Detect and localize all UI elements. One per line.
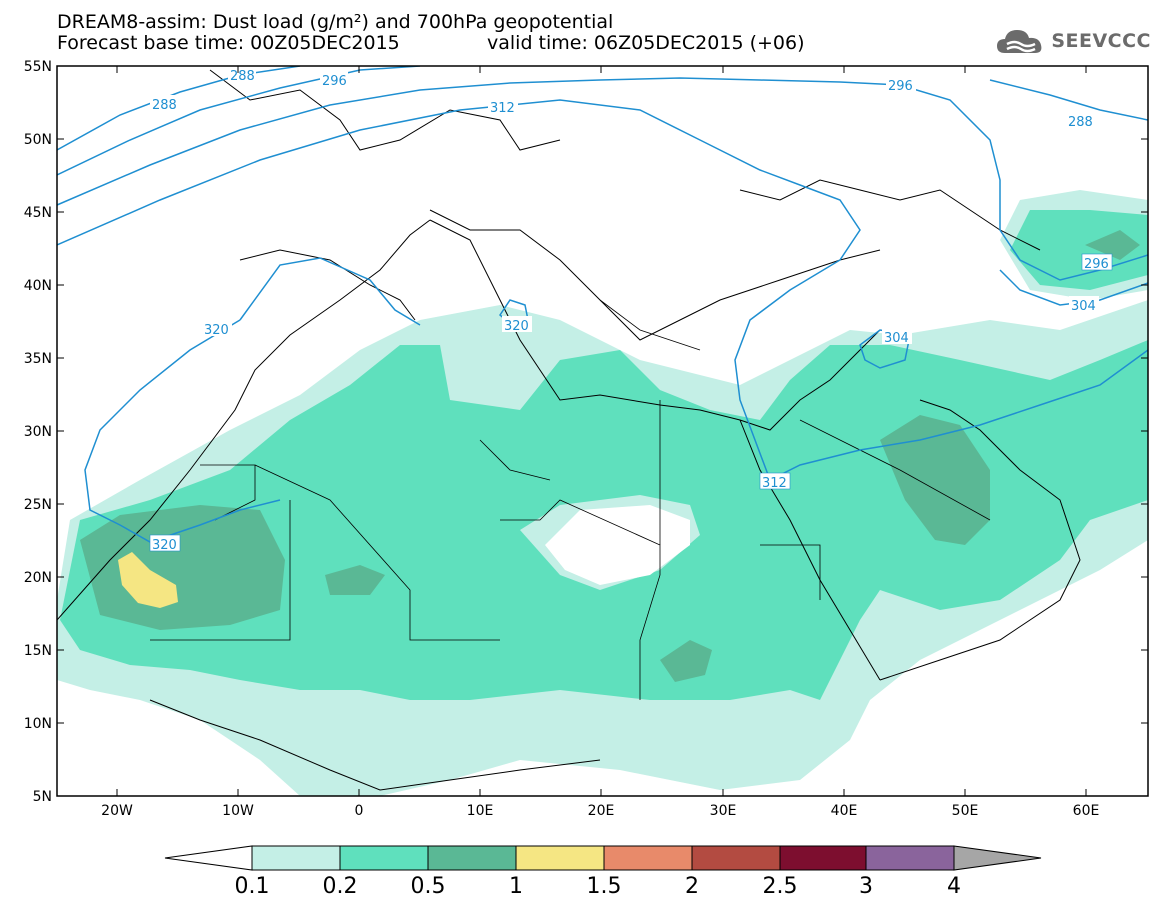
- lon-label: 10E: [467, 803, 494, 819]
- lat-label: 40N: [24, 278, 52, 294]
- contour-label: 288: [1068, 115, 1093, 130]
- lat-label: 20N: [24, 570, 52, 586]
- colorbar-segment: [427, 845, 517, 871]
- lon-label: 30E: [710, 803, 737, 819]
- dust-region-0.5-sahel: [325, 565, 385, 595]
- contour-labels: 288 288 296 296 288 312 320 320 296 304 …: [149, 66, 1113, 553]
- clear-area-sahara: [545, 505, 690, 585]
- colorbar-right-arrow: [953, 845, 1042, 871]
- dust-region-0.2-caspian: [1010, 210, 1148, 290]
- colorbar-segment: [779, 845, 867, 871]
- colorbar-tick-label: 1.5: [587, 874, 622, 899]
- colorbar-tick-label: 1: [509, 874, 523, 899]
- contour-label: 288: [152, 98, 177, 113]
- lat-label: 45N: [24, 205, 52, 221]
- dust-region-0.5-arabia: [880, 415, 990, 545]
- contour-label: 320: [504, 319, 529, 334]
- lat-label: 5N: [33, 789, 52, 805]
- lat-label: 35N: [24, 351, 52, 367]
- colorbar-segment: [251, 845, 341, 871]
- contour-label: 288: [230, 69, 255, 84]
- lon-label: 20W: [101, 803, 133, 819]
- lat-label: 55N: [24, 59, 52, 75]
- forecast-base-time: Forecast base time: 00Z05DEC2015: [57, 32, 400, 54]
- contour-label: 296: [1084, 257, 1109, 272]
- lat-label: 10N: [24, 716, 52, 732]
- lon-label: 0: [355, 803, 364, 819]
- colorbar-segment: [603, 845, 693, 871]
- valid-time: valid time: 06Z05DEC2015 (+06): [487, 32, 805, 54]
- colorbar-segment: [515, 845, 605, 871]
- map-title: DREAM8-assim: Dust load (g/m²) and 700hP…: [57, 11, 614, 33]
- contour-label: 304: [884, 331, 909, 346]
- coastlines: [57, 69, 1081, 791]
- dust-region-0.5-sudan: [660, 640, 712, 682]
- cloud-icon: [997, 30, 1042, 53]
- colorbar-tick-label: 4: [947, 874, 961, 899]
- lat-label: 30N: [24, 424, 52, 440]
- lon-label: 20E: [588, 803, 615, 819]
- logo-text: SEEVCCC: [1051, 30, 1151, 52]
- contour-label: 312: [762, 476, 787, 491]
- colorbar-tick-label: 2: [685, 874, 699, 899]
- colorbar-segment: [865, 845, 955, 871]
- lon-label: 10W: [222, 803, 254, 819]
- contour-label: 304: [1071, 299, 1096, 314]
- lon-label: 50E: [952, 803, 979, 819]
- lon-label: 40E: [831, 803, 858, 819]
- lon-axis: 20W 10W 0 10E 20E 30E 40E 50E 60E: [101, 66, 1099, 819]
- geopotential-contours: [57, 66, 1148, 543]
- colorbar-tick-label: 0.2: [323, 874, 358, 899]
- colorbar-tick-label: 2.5: [763, 874, 798, 899]
- dust-region-0.5-west: [80, 505, 285, 630]
- map-area: 288 288 296 296 288 312 320 320 296 304 …: [57, 66, 1148, 796]
- lat-label: 15N: [24, 643, 52, 659]
- dust-region-0.5-caspian: [1085, 230, 1140, 260]
- lat-label: 50N: [24, 132, 52, 148]
- lon-label: 60E: [1073, 803, 1100, 819]
- colorbar-segment: [339, 845, 429, 871]
- lat-axis: 55N 50N 45N 40N 35N 30N 25N 20N 15N 10N …: [24, 59, 1148, 805]
- country-borders: [150, 299, 991, 700]
- colorbar-left-arrow: [164, 845, 253, 871]
- lat-label: 25N: [24, 497, 52, 513]
- contour-label: 296: [322, 74, 347, 89]
- dust-region-1: [118, 552, 178, 608]
- colorbar-tick-label: 0.5: [411, 874, 446, 899]
- colorbar-tick-label: 0.1: [235, 874, 270, 899]
- seevccc-logo: SEEVCCC: [995, 26, 1151, 56]
- contour-label: 320: [152, 538, 177, 553]
- contour-label: 320: [204, 323, 229, 338]
- contour-label: 296: [888, 79, 913, 94]
- colorbar-tick-label: 3: [859, 874, 873, 899]
- colorbar: 0.1 0.2 0.5 1 1.5 2 2.5 3 4: [164, 845, 1042, 899]
- contour-label: 312: [490, 101, 515, 116]
- colorbar-segment: [691, 845, 781, 871]
